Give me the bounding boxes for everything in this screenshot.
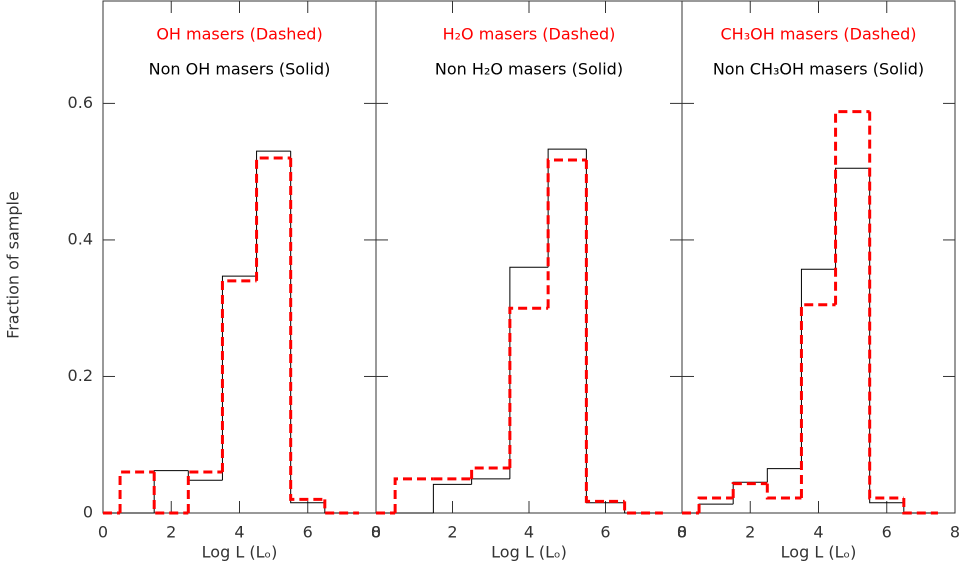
histogram-bin <box>834 110 870 305</box>
legend-label: CH₃OH masers (Dashed) <box>721 25 917 44</box>
x-axis-label: Log L (Lₒ) <box>491 543 567 562</box>
x-tick-label: 4 <box>234 523 244 542</box>
histogram-bin <box>698 503 734 513</box>
histogram-bin <box>256 150 291 277</box>
x-tick-label: 8 <box>950 523 960 542</box>
x-tick-label: 6 <box>600 523 610 542</box>
legend-label: Non OH masers (Solid) <box>149 60 331 79</box>
histogram-bin <box>289 158 325 501</box>
y-axis-label: Fraction of sample <box>4 191 23 339</box>
histogram-bin <box>799 303 836 498</box>
histogram-bin <box>766 468 802 483</box>
histogram-bin <box>697 496 734 513</box>
histogram-bin <box>221 275 257 481</box>
x-tick-label: 4 <box>813 523 823 542</box>
histogram-bin <box>903 502 938 514</box>
x-tick-label: 2 <box>447 523 457 542</box>
x-tick-label: 0 <box>677 523 687 542</box>
histogram-bin <box>220 279 257 473</box>
x-tick-label: 2 <box>745 523 755 542</box>
y-tick-label: 0.6 <box>68 93 93 112</box>
x-tick-label: 6 <box>303 523 313 542</box>
histogram-bin <box>732 481 768 505</box>
y-tick-label: 0.2 <box>68 366 93 385</box>
histogram-bin <box>765 483 802 500</box>
x-tick-label: 8 <box>677 523 687 542</box>
y-tick-label: 0.4 <box>68 229 93 248</box>
histogram-bin <box>731 482 768 498</box>
histogram-bin <box>290 151 325 504</box>
histogram-bin <box>902 497 938 515</box>
legend-label: H₂O masers (Dashed) <box>443 25 616 44</box>
x-tick-label: 0 <box>98 523 108 542</box>
histogram-bin <box>393 477 434 513</box>
legend-label: Non H₂O masers (Solid) <box>435 60 623 79</box>
x-axis-label: Log L (Lₒ) <box>202 543 278 562</box>
histogram-bin <box>324 502 359 514</box>
histogram-bin <box>624 502 663 514</box>
histogram-bin <box>152 472 189 515</box>
histogram-bin <box>584 160 625 503</box>
histogram-bin <box>323 499 359 515</box>
x-tick-label: 8 <box>371 523 381 542</box>
histogram-bin <box>470 466 510 479</box>
legend-label: Non CH₃OH masers (Solid) <box>713 60 924 79</box>
x-tick-label: 4 <box>524 523 534 542</box>
x-tick-label: 0 <box>371 523 381 542</box>
histogram-bin <box>623 501 663 515</box>
x-tick-label: 6 <box>882 523 892 542</box>
histogram-bin <box>255 156 291 281</box>
histogram-bin <box>432 483 472 513</box>
histogram-bin <box>835 167 870 270</box>
histogram-bin <box>868 111 904 500</box>
histogram-bin <box>547 148 587 268</box>
histogram-bin <box>509 266 549 479</box>
legend-label: OH masers (Dashed) <box>156 25 322 44</box>
x-axis-label: Log L (Lₒ) <box>781 543 857 562</box>
y-tick-label: 0 <box>83 503 93 522</box>
histogram-bin <box>508 306 549 468</box>
histogram-bin <box>118 470 155 513</box>
histogram-bin <box>585 149 625 504</box>
histogram-bin <box>153 470 189 513</box>
histogram-bin <box>869 168 904 504</box>
x-tick-label: 2 <box>166 523 176 542</box>
histogram-bin <box>800 268 836 469</box>
histogram-bin <box>186 470 223 513</box>
histogram-bin <box>546 158 587 309</box>
histogram-bin <box>471 478 510 485</box>
